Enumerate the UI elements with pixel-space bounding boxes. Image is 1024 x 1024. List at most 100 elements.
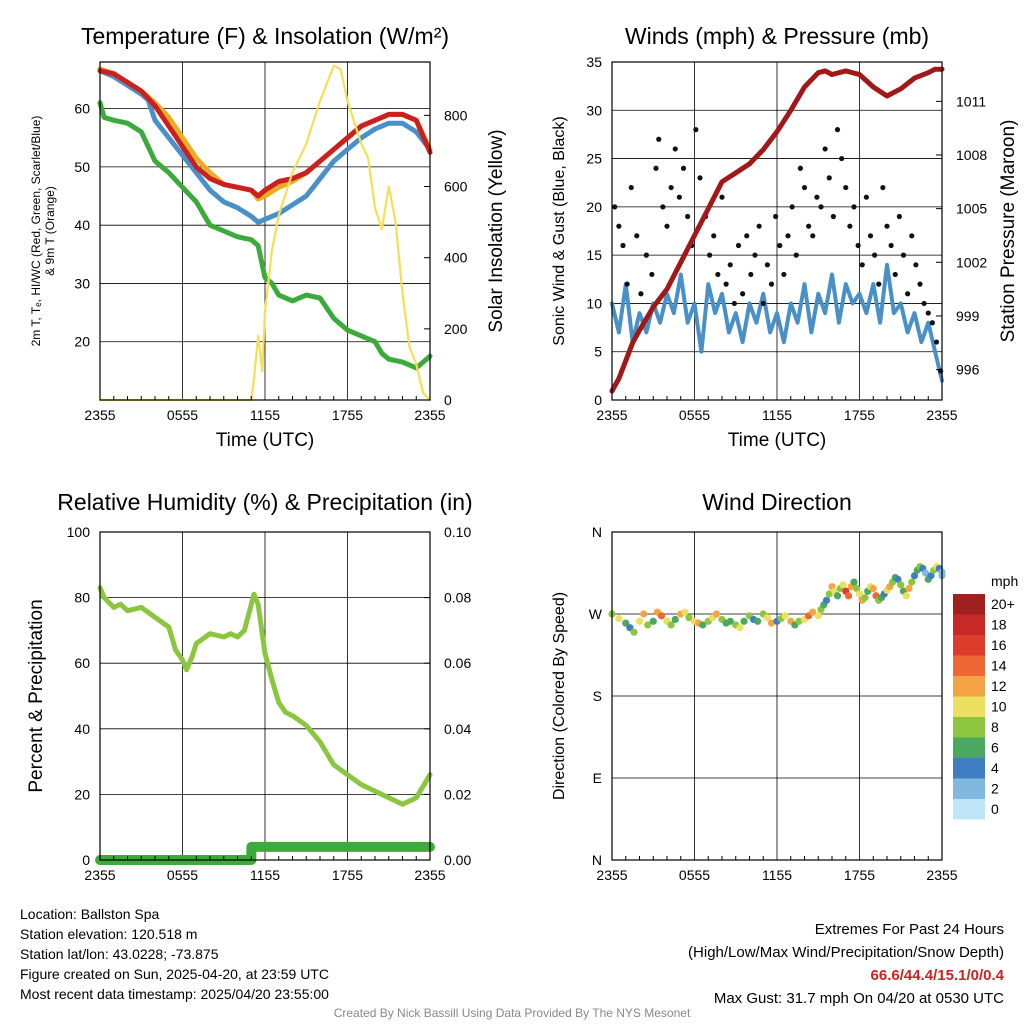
y-tick-label-right: 999 [956, 308, 980, 324]
direction-point [833, 592, 842, 600]
chart-title: Temperature (F) & Insolation (W/m²) [81, 23, 449, 49]
gust-point [748, 271, 754, 278]
y-tick-label: 5 [594, 344, 602, 360]
y-tick-label: N [592, 852, 602, 868]
gust-point [616, 223, 622, 229]
gust-point [740, 291, 746, 297]
gust-point [777, 242, 783, 249]
colorbar-tick: 14 [991, 658, 1007, 674]
gust-point [834, 127, 841, 133]
direction-point [640, 610, 648, 618]
gust-point [768, 281, 775, 287]
plot-frame [99, 61, 431, 401]
y-tick-label: W [589, 606, 603, 622]
station-info: Location: Ballston Spa Station elevation… [20, 904, 329, 1004]
gust-point [668, 184, 674, 191]
y-tick-label: N [592, 524, 602, 540]
x-tick-label: 1755 [332, 867, 363, 883]
y-tick-label: 60 [74, 101, 90, 117]
direction-point [767, 619, 776, 627]
gust-point [826, 175, 832, 181]
colorbar-swatch [953, 594, 985, 615]
winds-panel: 2355 0555 1155 1755 235505101520253035996999… [551, 23, 1019, 451]
gust-point [913, 262, 919, 268]
y-tick-label-right: 600 [444, 179, 468, 195]
station-latlon: Station lat/lon: 43.0228; -73.875 [20, 946, 219, 962]
y-tick-label: S [593, 688, 602, 704]
gust-point [822, 146, 828, 152]
gust-point [731, 300, 737, 307]
direction-point [861, 594, 869, 602]
y-tick-label: 30 [586, 102, 602, 118]
colorbar-tick: 2 [991, 781, 999, 797]
direction-point [897, 581, 905, 589]
x-tick-label: 2355 [596, 407, 627, 423]
gust-point [814, 194, 820, 200]
gust-point [744, 233, 750, 239]
gust-point [660, 204, 666, 210]
direction-point [902, 592, 910, 600]
direction-point [626, 624, 634, 632]
y-tick-label: E [593, 770, 602, 786]
colorbar-tick: 8 [991, 719, 999, 735]
gust-point [672, 146, 678, 152]
colorbar-swatch [953, 696, 985, 717]
direction-point [869, 584, 877, 593]
direction-point [681, 608, 689, 616]
direction-point [622, 619, 630, 627]
colorbar-swatch [953, 635, 985, 656]
gust-point [643, 252, 649, 258]
direction-point [671, 615, 679, 624]
colorbar-swatch [953, 655, 985, 676]
plot-frame [611, 61, 943, 401]
x-tick-label: 0555 [167, 407, 198, 423]
gust-point [818, 204, 824, 210]
gust-point [624, 281, 630, 287]
gust-point [764, 262, 770, 268]
gust-point [905, 291, 911, 297]
extremes-values: 66.6/44.4/15.1/0/0.4 [870, 967, 1004, 984]
direction-point [712, 610, 721, 618]
y-axis-label-right: Solar Insolation (Yellow) [486, 129, 507, 332]
gust-point [656, 136, 662, 142]
direction-point [809, 608, 817, 616]
direction-point [839, 581, 847, 589]
y-tick-label: 20 [586, 199, 602, 215]
credit-line: Created By Nick Bassill Using Data Provi… [333, 1006, 691, 1020]
y-tick-label: 100 [67, 524, 91, 540]
y-tick-label-right: 1005 [956, 201, 987, 217]
gust-point [851, 204, 857, 210]
gust-point [933, 339, 940, 345]
gust-point [925, 310, 931, 316]
y-tick-label: 35 [586, 54, 602, 70]
x-tick-label: 2355 [84, 867, 115, 883]
colorbar-tick: 16 [991, 637, 1007, 653]
x-tick-label: 0555 [679, 867, 710, 883]
direction-point [855, 590, 864, 598]
direction-point [844, 592, 853, 600]
station-location: Location: Ballston Spa [20, 906, 160, 922]
gust-point [917, 281, 923, 287]
gust-point [892, 271, 898, 278]
direction-point [754, 617, 762, 625]
colorbar-swatch [953, 778, 985, 799]
direction-point [635, 617, 644, 625]
y-axis-label-left: 2m T, Tₑ, HI/WC (Red, Green, Scarlet/Blu… [29, 116, 43, 347]
direction-point [781, 612, 789, 620]
y-tick-label-right: 200 [444, 321, 468, 337]
direction-point [795, 617, 803, 625]
y-tick-label-right: 0.02 [444, 786, 471, 802]
y-tick-label: 0 [594, 392, 602, 408]
gust-point [872, 252, 878, 258]
gust-point [921, 300, 927, 307]
direction-point [763, 614, 771, 622]
x-tick-label: 1755 [844, 407, 875, 423]
y-tick-label-right: 1008 [956, 147, 987, 163]
y-tick-label-right: 0.06 [444, 655, 471, 671]
x-tick-label: 2355 [414, 867, 445, 883]
gust-point [638, 291, 644, 297]
gust-point [612, 204, 618, 210]
y-axis-label-left: & 9m T (Orange) [43, 186, 57, 276]
x-tick-label: 2355 [596, 867, 627, 883]
gust-point [855, 242, 861, 249]
